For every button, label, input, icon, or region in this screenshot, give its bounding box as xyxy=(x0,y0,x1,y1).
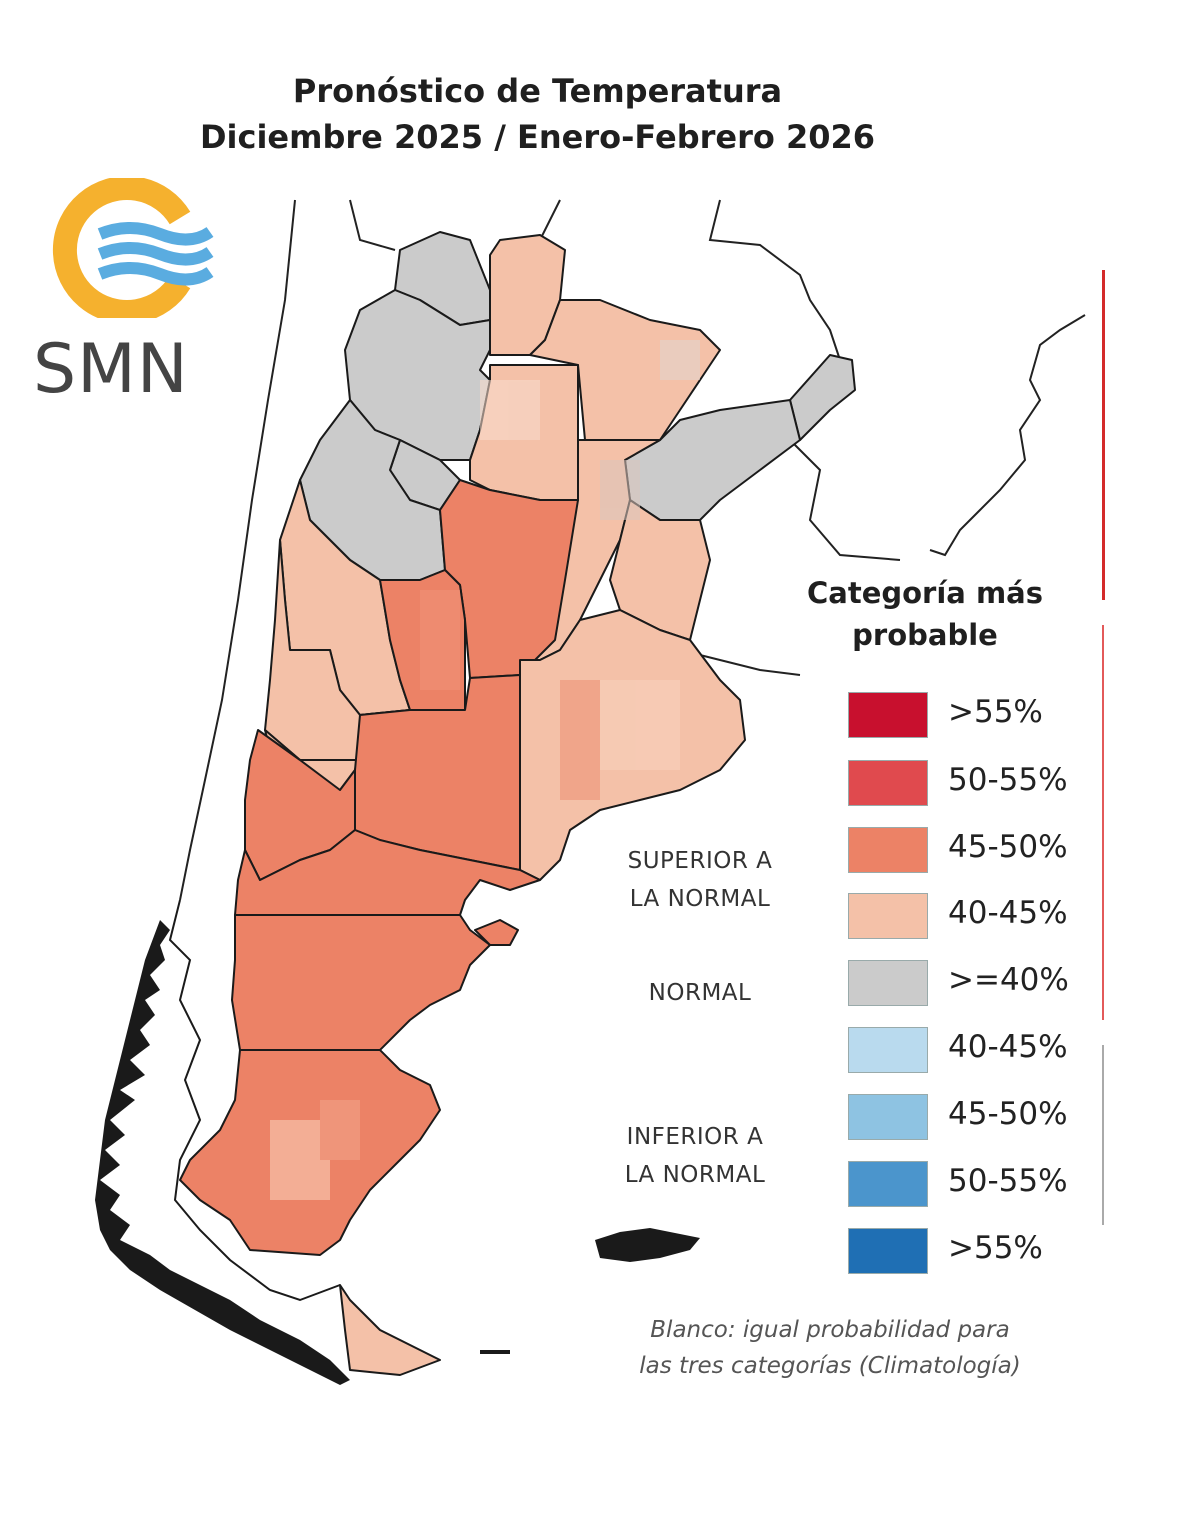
legend-swatch xyxy=(848,1228,928,1274)
legend-swatch-label: 45-50% xyxy=(948,1096,1068,1132)
smn-logo-icon xyxy=(52,178,214,318)
peninsula-valdes xyxy=(474,919,519,946)
province-chaco xyxy=(529,299,721,441)
category-superior: SUPERIOR A LA NORMAL xyxy=(600,842,800,918)
legend-title-line2: probable xyxy=(852,618,998,652)
legend-swatch xyxy=(848,692,928,738)
legend-swatch xyxy=(848,760,928,806)
southern-islands xyxy=(95,920,700,1385)
legend-swatch-label: >=40% xyxy=(948,962,1069,998)
neighbor-borders xyxy=(179,199,1086,901)
legend-swatch-label: 45-50% xyxy=(948,829,1068,865)
legend-swatch xyxy=(848,1161,928,1207)
legend-swatch xyxy=(848,827,928,873)
category-superior-line2: LA NORMAL xyxy=(629,886,771,912)
map-title-line1: Pronóstico de Temperatura xyxy=(292,72,783,110)
legend-swatch xyxy=(848,1027,928,1073)
legend-footnote: Blanco: igual probabilidad para las tres… xyxy=(590,1312,1070,1384)
legend-swatch-label: 50-55% xyxy=(948,1163,1068,1199)
legend-swatch-label: >55% xyxy=(948,694,1043,730)
category-inferior-line2: LA NORMAL xyxy=(624,1162,766,1188)
above-normal-bar xyxy=(1102,625,1104,1020)
legend-title: Categoría más probable xyxy=(760,572,1090,656)
legend-swatch-label: 40-45% xyxy=(948,1029,1068,1065)
legend-swatch-label: 50-55% xyxy=(948,762,1068,798)
above-normal-bar-top xyxy=(1102,270,1105,600)
legend-title-line1: Categoría más xyxy=(806,576,1044,610)
province-tierra-del-fuego xyxy=(339,1284,441,1376)
below-normal-bar xyxy=(1102,1045,1104,1225)
footnote-line1: Blanco: igual probabilidad para xyxy=(650,1317,1010,1343)
footnote-line2: las tres categorías (Climatología) xyxy=(639,1353,1021,1379)
legend-swatch xyxy=(848,1094,928,1140)
legend-swatch xyxy=(848,893,928,939)
legend-swatch xyxy=(848,960,928,1006)
smn-logo-text: SMN xyxy=(33,330,189,409)
legend-swatch-label: >55% xyxy=(948,1230,1043,1266)
category-inferior: INFERIOR A LA NORMAL xyxy=(590,1118,800,1194)
province-misiones xyxy=(789,354,856,441)
forecast-pixel-overlay xyxy=(270,340,700,1200)
province-chubut xyxy=(231,914,491,1051)
legend-swatch-label: 40-45% xyxy=(948,895,1068,931)
category-superior-line1: SUPERIOR A xyxy=(627,848,773,874)
map-title-line2: Diciembre 2025 / Enero-Febrero 2026 xyxy=(199,118,876,156)
category-inferior-line1: INFERIOR A xyxy=(626,1124,764,1150)
category-normal: NORMAL xyxy=(648,980,752,1006)
